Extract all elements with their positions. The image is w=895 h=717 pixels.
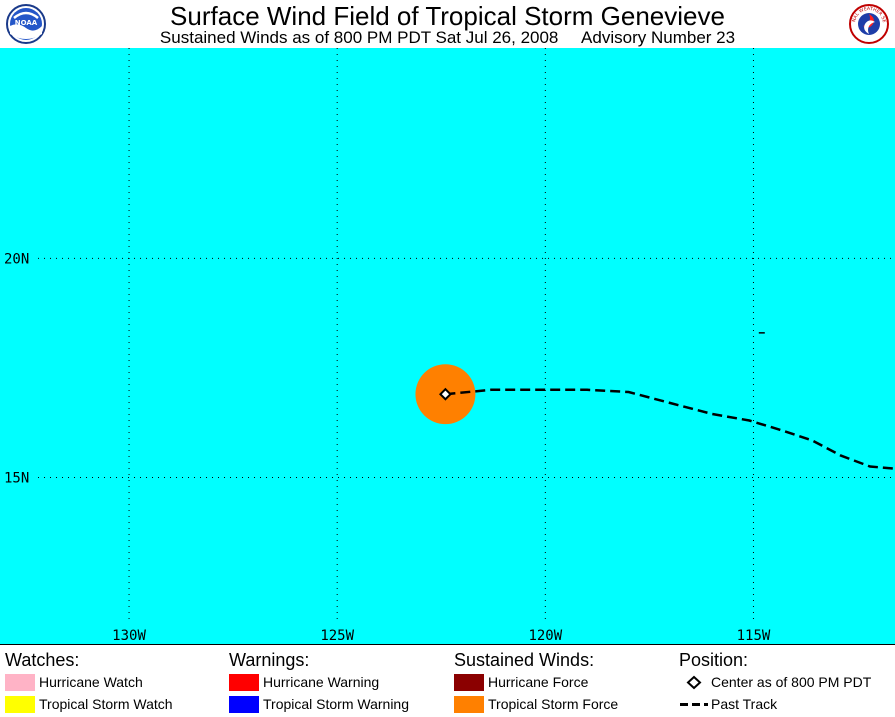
dashed-line-icon xyxy=(680,702,708,706)
map-subtitle: Sustained Winds as of 800 PM PDT Sat Jul… xyxy=(159,28,736,47)
hurricane-warning-label: Hurricane Warning xyxy=(263,674,380,690)
legend-position: Position: Center as of 800 PM PDT Past T… xyxy=(679,649,871,715)
hurricane-warning-swatch xyxy=(229,673,259,691)
tropical-storm-warning-label: Tropical Storm Warning xyxy=(263,696,410,712)
center-label: Center as of 800 PM PDT xyxy=(711,674,872,690)
legend-item-past-track: Past Track xyxy=(679,693,871,715)
legend-item-center: Center as of 800 PM PDT xyxy=(679,671,871,693)
legend-winds: Sustained Winds: Hurricane Force Tropica… xyxy=(454,649,618,715)
meridian-label: 125W xyxy=(320,628,354,644)
legend-watches: Watches: Hurricane Watch Tropical Storm … xyxy=(5,649,173,715)
parallel-label: 20N xyxy=(4,251,29,267)
legend-warnings: Warnings: Hurricane Warning Tropical Sto… xyxy=(229,649,409,715)
parallel-label: 15N xyxy=(4,470,29,486)
legend-position-heading: Position: xyxy=(679,650,749,670)
meridian-gridlines: 130W 125W 120W 115W xyxy=(112,48,771,644)
meridian-label: 115W xyxy=(737,628,771,644)
legend-winds-heading: Sustained Winds: xyxy=(454,650,595,670)
noaa-logo-text: NOAA xyxy=(15,19,38,27)
ocean-background xyxy=(0,48,895,644)
tropical-storm-force-swatch xyxy=(454,695,484,713)
legend-watches-heading: Watches: xyxy=(5,650,80,670)
tropical-storm-watch-swatch xyxy=(5,695,35,713)
diamond-marker-icon xyxy=(686,675,702,690)
meridian-label: 130W xyxy=(112,628,146,644)
legend-item-tropical-storm-watch: Tropical Storm Watch xyxy=(5,693,173,715)
hurricane-force-label: Hurricane Force xyxy=(488,674,589,690)
legend-item-tropical-storm-force: Tropical Storm Force xyxy=(454,693,618,715)
hurricane-watch-label: Hurricane Watch xyxy=(39,674,143,690)
map-legend: Watches: Hurricane Watch Tropical Storm … xyxy=(0,644,895,717)
nws-logo-icon: NATIONAL WEATHER SERVICE xyxy=(849,4,889,44)
noaa-logo-icon: NOAA xyxy=(6,4,46,44)
parallel-gridlines: 20N 15N xyxy=(4,251,895,486)
legend-warnings-heading: Warnings: xyxy=(229,650,310,670)
storm-center-layer xyxy=(439,387,452,401)
tropical-storm-warning-swatch xyxy=(229,695,259,713)
tropical-storm-force-label: Tropical Storm Force xyxy=(488,696,619,712)
tropical-storm-watch-label: Tropical Storm Watch xyxy=(39,696,173,712)
map-title: Surface Wind Field of Tropical Storm Gen… xyxy=(170,1,725,31)
storm-center-marker xyxy=(439,387,452,401)
legend-item-hurricane-watch: Hurricane Watch xyxy=(5,671,173,693)
past-track-label: Past Track xyxy=(711,696,778,712)
past-track-line xyxy=(445,388,895,470)
wind-field-map: 130W 125W 120W 115W 20N 15N xyxy=(0,48,895,644)
map-header: NOAA Surface Wind Field of Tropical Stor… xyxy=(0,0,895,48)
legend-item-tropical-storm-warning: Tropical Storm Warning xyxy=(229,693,409,715)
past-track-layer xyxy=(445,332,895,470)
legend-item-hurricane-warning: Hurricane Warning xyxy=(229,671,409,693)
legend-item-hurricane-force: Hurricane Force xyxy=(454,671,618,693)
hurricane-watch-swatch xyxy=(5,673,35,691)
meridian-label: 120W xyxy=(528,628,562,644)
hurricane-force-swatch xyxy=(454,673,484,691)
